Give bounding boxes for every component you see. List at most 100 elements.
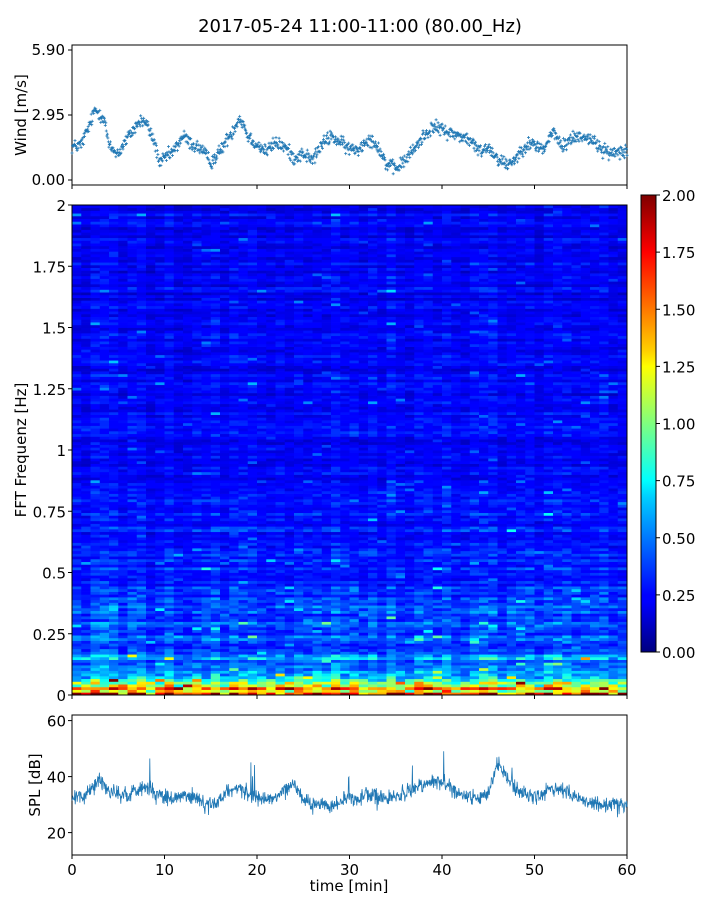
spectrogram-cell: [432, 632, 443, 636]
spectrogram-cell: [266, 531, 276, 535]
spectrogram-cell: [571, 597, 582, 601]
wind-point: [340, 138, 344, 142]
spectrogram-cell: [562, 575, 572, 579]
spectrogram-cell: [349, 605, 360, 609]
wind-point: [209, 165, 213, 169]
spectrogram-cell: [81, 670, 91, 674]
spectrogram-cell: [414, 618, 424, 622]
spectrogram-cell: [358, 613, 369, 617]
spectrogram-cell: [90, 605, 101, 609]
spectrogram-cell: [571, 610, 582, 614]
spectrogram-cell: [497, 654, 508, 658]
wind-point: [243, 123, 247, 127]
spectrogram-cell: [238, 591, 249, 595]
spectrogram-cell: [358, 675, 369, 680]
spectrogram-cell: [136, 575, 147, 579]
spectrogram-cell: [479, 643, 489, 647]
wind-point: [346, 148, 350, 152]
spectrogram-cell: [617, 564, 628, 568]
spectrogram-cell: [81, 667, 91, 671]
spectrogram-cell: [312, 537, 323, 541]
spectrogram-cell: [81, 520, 91, 524]
spectrogram-cell: [118, 616, 128, 620]
spectrogram-cell: [127, 583, 138, 587]
spectrogram-cell: [469, 646, 480, 650]
spectrogram-cell: [247, 689, 258, 693]
spectrogram-cell: [303, 656, 313, 661]
spectrogram-cell: [543, 651, 554, 655]
spectrogram-cell: [164, 689, 175, 693]
spectrogram-cell: [368, 616, 378, 620]
spectrogram-cell: [460, 591, 471, 595]
wind-point: [325, 134, 328, 138]
spectrogram-cell: [183, 646, 193, 650]
spectrogram-cell: [599, 618, 609, 622]
spectrogram-cell: [257, 678, 267, 682]
spectrogram-cell: [220, 610, 230, 614]
spectrogram-cell: [284, 667, 295, 671]
spectrogram-cell: [534, 689, 545, 693]
spectrogram-cell: [488, 572, 498, 576]
spectrogram-cell: [229, 569, 239, 573]
spectrogram-cell: [312, 646, 323, 650]
spectrogram-cell: [201, 520, 212, 524]
spectrogram-cell: [303, 689, 313, 693]
spectrogram-cell: [590, 613, 600, 617]
spectrogram-cell: [303, 626, 313, 631]
spectrogram-cell: [460, 635, 471, 639]
spectrogram-cell: [386, 626, 397, 631]
spectrogram-cell: [368, 684, 378, 688]
spectrogram-cell: [164, 550, 175, 554]
spectrogram-cell: [303, 629, 313, 633]
spectrogram-cell: [580, 684, 591, 688]
spectrogram-cell: [173, 624, 184, 628]
spectrogram-cell: [377, 553, 387, 557]
spectrogram-cell: [368, 558, 378, 563]
spectrogram-cell: [497, 670, 508, 674]
spectrogram-cell: [284, 613, 295, 617]
spectrogram-cell: [580, 534, 591, 538]
spectrogram-cell: [118, 686, 128, 690]
spectrogram-cell: [109, 561, 119, 565]
spectrogram-cell: [220, 534, 230, 538]
wind-point: [214, 158, 218, 162]
spectrogram-cell: [497, 583, 508, 587]
spectrogram-cell: [321, 651, 332, 655]
wind-point: [190, 148, 194, 152]
spectrogram-cell: [580, 656, 591, 661]
wind-point: [263, 143, 267, 146]
spectrogram-cell: [506, 659, 517, 663]
spectrogram-cell: [173, 588, 184, 592]
spectrogram-cell: [395, 528, 406, 533]
spectrogram-cell: [525, 542, 535, 546]
spectrogram-cell: [386, 577, 397, 582]
wind-point: [123, 138, 127, 142]
spectrogram-cell: [340, 681, 350, 685]
wind-point: [103, 123, 107, 127]
wind-point: [287, 147, 291, 150]
wind-point: [111, 146, 115, 150]
spectrogram-cell: [460, 580, 471, 584]
spectrogram-cell: [238, 643, 249, 647]
spectrogram-cell: [386, 531, 397, 535]
spectrogram-cell: [81, 594, 91, 598]
spectrogram-cell: [99, 591, 110, 595]
spectrogram-cell: [136, 542, 147, 546]
spectrogram-cell: [118, 662, 128, 666]
spectrogram-cell: [257, 569, 267, 573]
spectrogram-cell: [331, 629, 341, 633]
spectrogram-cell: [525, 621, 535, 625]
spectrogram-cell: [164, 629, 175, 633]
spectrogram-cell: [460, 624, 471, 628]
spectrogram-cell: [534, 648, 545, 652]
spectrogram-cell: [340, 667, 350, 671]
spectrogram-cell: [210, 646, 221, 650]
spectrogram-cell: [136, 684, 147, 688]
spectrogram-cell: [497, 550, 508, 554]
spectrogram-cell: [479, 548, 489, 552]
spectrogram-cell: [303, 561, 313, 565]
spectrogram-cell: [340, 556, 350, 560]
spectrogram-cell: [534, 526, 545, 530]
spectrogram-cell: [543, 626, 554, 631]
spectrogram-cell: [451, 539, 461, 543]
